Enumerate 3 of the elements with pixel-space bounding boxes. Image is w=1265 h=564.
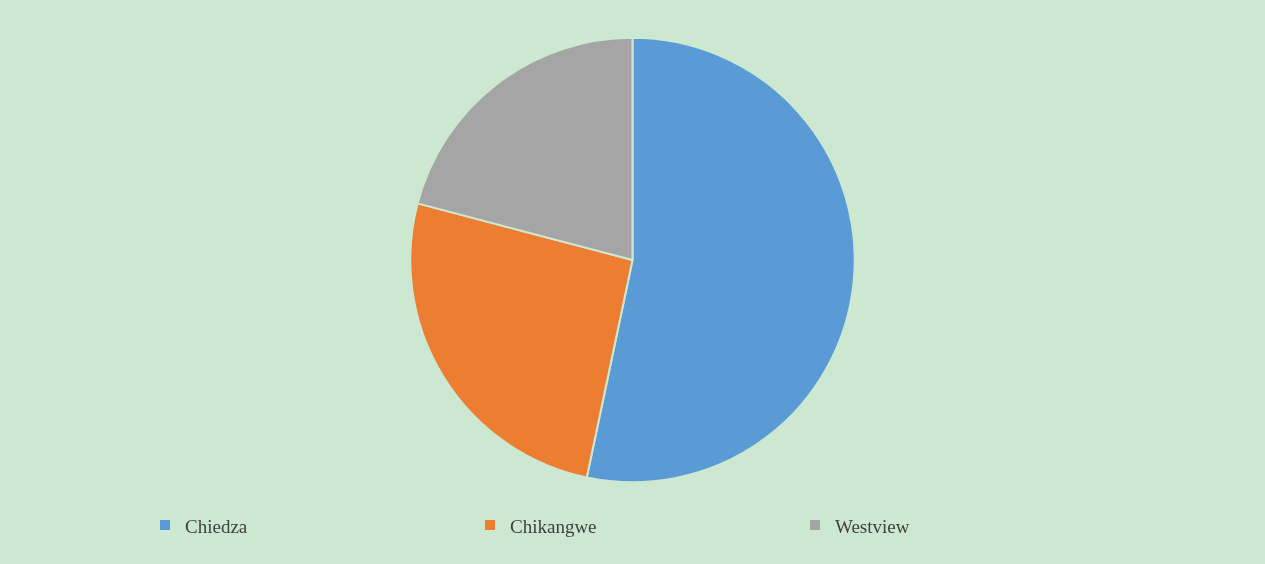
legend-label: Chikangwe — [510, 515, 597, 537]
legend-label: Westview — [835, 515, 910, 537]
legend-label: Chiedza — [185, 515, 248, 537]
